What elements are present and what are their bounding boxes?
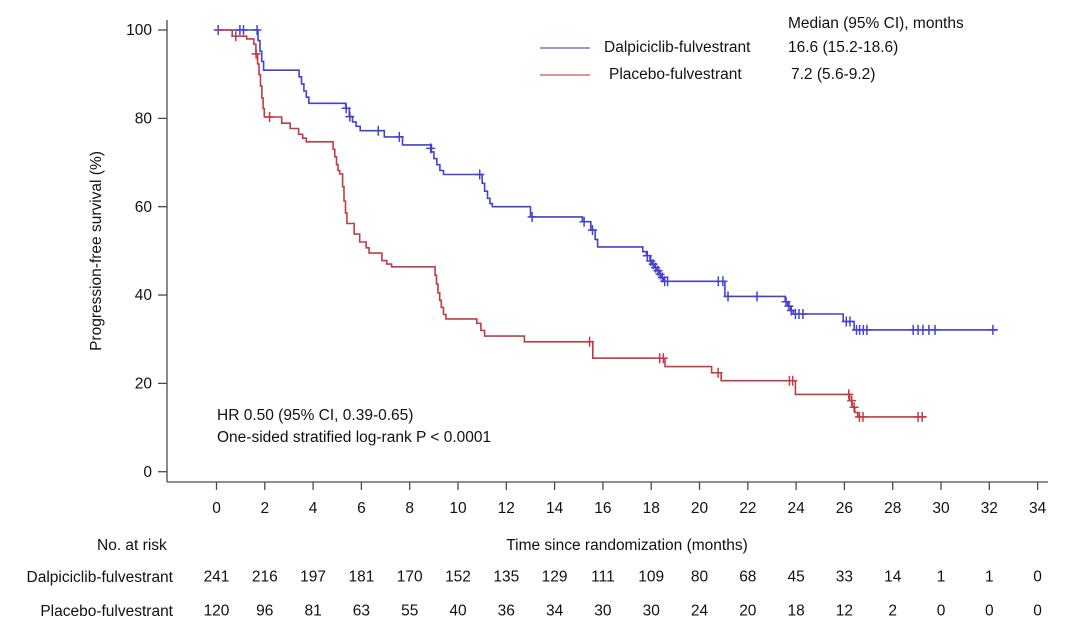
x-tick-label: 32 [981,500,998,517]
y-tick-label: 0 [143,464,152,481]
risk-value: 96 [256,603,273,620]
risk-value: 33 [836,569,853,586]
placebo-censor-marks [231,31,927,422]
risk-value: 170 [397,569,423,586]
y-tick-label: 60 [135,199,153,216]
placebo-curve [216,29,927,418]
log-rank-text: One-sided stratified log-rank P < 0.0001 [217,429,492,446]
legend-median-header: Median (95% CI), months [788,15,964,32]
x-tick-label: 8 [405,500,414,517]
risk-value: 135 [493,569,519,586]
x-tick-label: 16 [594,500,611,517]
risk-value: 40 [449,603,467,620]
risk-value: 1 [937,569,946,586]
risk-value: 216 [252,569,278,586]
risk-value: 181 [348,569,374,586]
axes [158,20,1048,490]
y-tick-label: 100 [126,22,152,39]
dalpiciclib-censor-marks [213,25,998,335]
dalpiciclib-curve [216,29,998,331]
risk-values-dalpiciclib: 241 216 197 181 170 152 135 129 111 109 80 68 45 33 14… [204,569,1043,586]
risk-value: 81 [304,603,321,620]
legend-label-placebo: Placebo-fulvestrant [609,65,742,83]
risk-value: 0 [1033,569,1042,586]
risk-value: 30 [594,603,612,620]
y-tick-label: 40 [135,287,153,304]
risk-row-label-dalpiciclib: Dalpiciclib-fulvestrant [26,569,173,586]
risk-value: 0 [985,603,994,620]
hazard-ratio-text: HR 0.50 (95% CI, 0.39-0.65) [217,407,414,424]
legend-median-placebo: 7.2 (5.6-9.2) [791,65,876,83]
risk-value: 1 [985,569,994,586]
x-tick-label: 34 [1029,500,1047,517]
risk-value: 109 [638,569,664,586]
x-tick-label: 24 [787,500,805,517]
risk-value: 34 [546,603,564,620]
x-tick-label: 26 [836,500,853,517]
risk-value: 0 [1033,603,1042,620]
x-tick-label: 2 [260,500,269,517]
risk-row-label-placebo: Placebo-fulvestrant [40,603,173,620]
risk-value: 68 [739,569,756,586]
x-tick-label: 4 [309,500,318,517]
x-tick-label: 28 [884,500,901,517]
legend-median-dalpiciclib: 16.6 (15.2-18.6) [788,39,899,56]
x-tick-label: 18 [643,500,660,517]
risk-value: 14 [884,569,902,586]
y-tick-label: 80 [135,111,153,128]
legend-line-dalpiciclib [540,47,590,49]
risk-value: 0 [937,603,946,620]
risk-value: 36 [498,603,515,620]
x-tick-label: 0 [212,500,221,517]
risk-values-placebo: 120 96 81 63 55 40 36 34 30 30 24 20 18 12 2 0 0 0 [204,603,1043,620]
x-tick-label: 30 [932,500,950,517]
risk-value: 120 [204,603,230,620]
x-tick-label: 12 [498,500,515,517]
risk-value: 30 [643,603,661,620]
risk-value: 152 [445,569,471,586]
stats-annotation: HR 0.50 (95% CI, 0.39-0.65) One-sided st… [217,405,491,449]
risk-value: 80 [691,569,709,586]
risk-value: 18 [787,603,804,620]
x-tick-label: 14 [546,500,564,517]
risk-table-title: No. at risk [97,537,167,554]
risk-value: 197 [300,569,326,586]
legend-line-placebo [540,73,590,76]
x-tick-label: 20 [691,500,709,517]
risk-value: 55 [401,603,418,620]
risk-value: 12 [836,603,853,620]
risk-value: 241 [204,569,230,586]
x-axis-title: Time since randomization (months) [506,537,748,554]
x-tick-label: 10 [449,500,467,517]
risk-value: 45 [787,569,804,586]
risk-value: 111 [591,569,615,586]
y-tick-label: 20 [135,376,153,393]
legend-label-dalpiciclib: Dalpiciclib-fulvestrant [604,39,751,56]
risk-value: 20 [739,603,757,620]
risk-value: 24 [691,603,709,620]
risk-value: 63 [353,603,370,620]
x-tick-label: 22 [739,500,756,517]
risk-value: 129 [542,569,568,586]
x-tick-label: 6 [357,500,366,517]
risk-value: 2 [888,603,897,620]
y-axis-title: Progression-free survival (%) [88,151,105,351]
